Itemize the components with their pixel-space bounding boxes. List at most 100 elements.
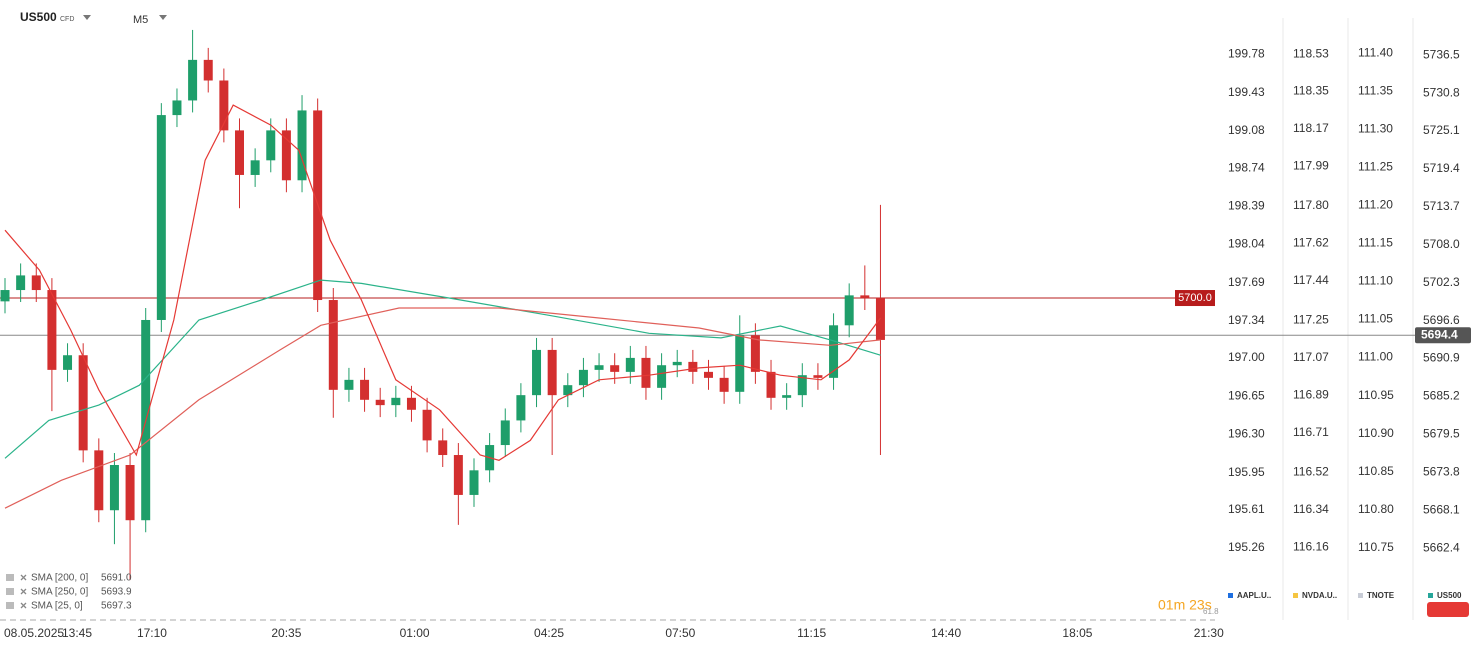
candle-body [797,375,807,396]
legend-value: 5697.3 [101,601,132,612]
legend-close-icon [20,602,27,609]
y-tick-label: 111.10 [1358,274,1393,288]
y-tick-label: 196.65 [1228,388,1265,402]
candle-body [719,377,729,392]
candle-body [78,355,88,451]
interval[interactable]: M5 [133,14,148,26]
x-tick-label: 18:05 [1062,626,1092,640]
candle-body [266,130,276,161]
candle-body [63,355,73,370]
y-tick-label: 195.26 [1228,540,1265,554]
candle-body [328,300,338,390]
candle-body [532,349,542,396]
candle-body [578,369,588,386]
candle-body [297,110,307,181]
y-tick-label: 117.99 [1293,159,1329,173]
y-tick-label: 116.89 [1293,387,1329,401]
y-tick-label: 5668.1 [1423,502,1460,516]
y-tick-label: 117.44 [1293,273,1329,287]
legend-swatch [1358,593,1363,598]
candle-body [203,59,213,81]
candle-body [109,465,119,511]
candle-body [406,397,416,410]
legend-swatch [1228,593,1233,598]
candle-body [125,465,135,521]
legend-name: SMA [250, 0] [31,587,88,598]
instrument-type: CFD [60,16,74,23]
candle-timer: 01m 23s [1158,597,1212,613]
y-tick-label: 111.15 [1358,236,1393,250]
candle-body [94,450,104,511]
y-tick-label: 118.35 [1293,84,1329,98]
y-tick-label: 116.71 [1293,425,1329,439]
candle-body [594,365,604,370]
y-tick-label: 5736.5 [1423,47,1460,61]
legend-label: AAPL.U.. [1237,591,1271,600]
candle-body [391,397,401,406]
y-tick-label: 5685.2 [1423,389,1460,403]
candle-body [703,371,713,378]
y-tick-label: 199.78 [1228,47,1265,61]
current-price-label: 5694.4 [1421,327,1458,341]
candle-body [782,395,792,398]
y-tick-label: 118.17 [1293,121,1329,135]
y-tick-label: 5713.7 [1423,199,1460,213]
date-label: 08.05.2025 [4,626,64,640]
y-tick-label: 5673.8 [1423,464,1460,478]
candle-body [469,470,479,495]
candle-body [0,290,10,302]
candle-body [750,335,760,372]
y-tick-label: 111.35 [1358,83,1393,97]
y-tick-label: 199.08 [1228,123,1265,137]
legend-icon [6,588,14,595]
y-tick-label: 5730.8 [1423,85,1460,99]
legend-label: NVDA.U.. [1302,591,1337,600]
y-tick-label: 110.75 [1358,540,1394,554]
y-tick-label: 5708.0 [1423,237,1460,251]
y-tick-label: 117.80 [1293,198,1329,212]
legend-swatch [1428,593,1433,598]
candle-body [453,455,463,495]
legend-icon [6,574,14,581]
dropdown-arrow[interactable] [159,15,167,20]
x-tick-label: 20:35 [271,626,301,640]
y-tick-label: 110.85 [1358,464,1394,478]
candle-body [360,379,370,400]
candle-body [47,290,57,370]
y-tick-label: 197.69 [1228,275,1265,289]
y-tick-label: 111.40 [1358,45,1393,59]
moving-average-line [4,279,881,459]
y-tick-label: 116.52 [1293,464,1329,478]
candle-body [375,399,385,406]
y-tick-label: 5662.4 [1423,540,1460,554]
legend-name: SMA [25, 0] [31,601,83,612]
moving-average-line [4,104,881,461]
candle-body [516,395,526,421]
y-tick-label: 111.20 [1358,198,1393,212]
dropdown-arrow[interactable] [83,15,91,20]
y-tick-label: 197.00 [1228,350,1265,364]
candle-body [344,379,354,390]
y-tick-label: 198.74 [1228,160,1265,174]
trade-button[interactable] [1427,602,1469,617]
candle-body [766,371,776,398]
y-tick-label: 5725.1 [1423,123,1460,137]
legend-value: 5691.0 [101,573,132,584]
candle-body [610,365,620,372]
legend-value: 5693.9 [101,587,132,598]
symbol[interactable]: US500 [20,10,57,24]
candle-body [234,130,244,175]
candle-body [844,295,854,326]
y-tick-label: 198.04 [1228,237,1265,251]
candle-body [31,275,41,291]
moving-average-line [4,307,881,509]
y-tick-label: 111.25 [1358,160,1393,174]
candle-body [219,80,229,131]
candle-body [672,361,682,366]
y-tick-label: 5702.3 [1423,275,1460,289]
candle-body [156,115,166,320]
candle-body [829,325,839,378]
